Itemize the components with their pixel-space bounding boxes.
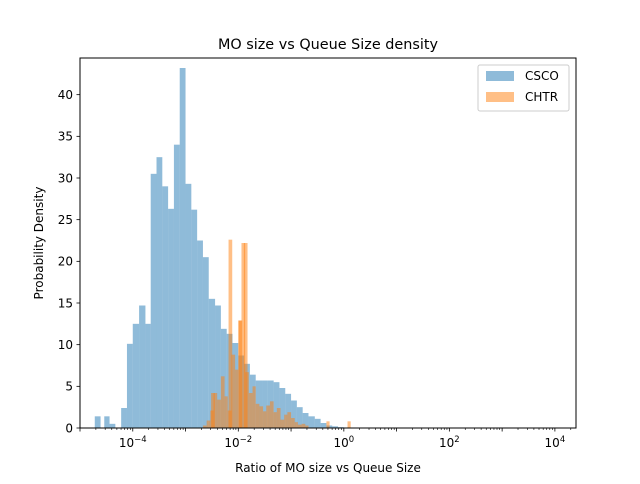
y-axis-label: Probability Density: [32, 187, 46, 300]
bar-chtr-5: [220, 376, 225, 428]
bar-chtr-8: [231, 354, 236, 428]
bar-chtr-6: [224, 396, 228, 428]
y-axis: 0 5 10 15 20 25 30 35 40: [58, 88, 80, 435]
bar-chtr-17: [263, 411, 267, 428]
y-tick-label-7: 35: [58, 130, 73, 144]
x-tick-label-3: 102: [439, 435, 460, 450]
y-tick-label-5: 25: [58, 213, 73, 227]
y-tick-label-4: 20: [58, 255, 73, 269]
bar-csco-15: [191, 209, 198, 428]
bar-chtr-16: [259, 406, 264, 428]
bar-chtr-30: [326, 421, 330, 428]
bar-csco-32: [291, 400, 297, 428]
bar-csco-2: [109, 423, 116, 428]
bar-chtr-spike-1: [243, 243, 248, 428]
bar-csco-35: [308, 416, 315, 428]
bar-chtr-0: [202, 425, 207, 428]
bar-csco-14: [185, 183, 192, 428]
legend-swatch-csco: [486, 71, 514, 81]
bar-csco-17: [202, 257, 209, 428]
bar-csco-33: [296, 407, 303, 428]
legend: CSCO CHTR: [477, 64, 570, 112]
bar-csco-19: [215, 305, 221, 428]
bar-csco-31: [285, 393, 292, 428]
bar-csco-37: [320, 423, 327, 428]
bar-chtr-14: [252, 386, 256, 428]
bar-csco-9: [156, 157, 163, 429]
bar-csco-11: [168, 208, 174, 428]
y-tick-label-2: 10: [58, 338, 73, 352]
bar-csco-36: [314, 418, 321, 428]
x-axis: 10−4 10−2 100 102 104: [79, 428, 572, 450]
bar-chtr-31: [347, 421, 351, 428]
legend-label-csco: CSCO: [525, 69, 559, 83]
x-tick-label-0: 10−4: [119, 435, 147, 450]
x-axis-label: Ratio of MO size vs Queue Size: [235, 461, 421, 475]
bar-csco-12: [173, 144, 180, 429]
bar-chtr-1: [206, 420, 211, 428]
bar-csco-8: [150, 173, 157, 428]
x-tick-label-1: 10−2: [224, 435, 252, 450]
bar-chtr-22: [280, 419, 285, 428]
y-tick-label-1: 5: [65, 380, 73, 394]
bar-chtr-28: [301, 423, 306, 428]
bars-layer: [94, 68, 351, 429]
y-tick-label-6: 30: [58, 171, 73, 185]
y-tick-label-8: 40: [58, 88, 73, 102]
bar-chtr-15: [255, 403, 260, 428]
bar-chtr-spike-0: [228, 239, 233, 428]
x-tick-label-2: 100: [333, 435, 354, 450]
bar-chtr-26: [294, 422, 298, 428]
bar-chtr-spike-2: [238, 320, 243, 428]
bar-chtr-11: [241, 243, 246, 428]
bar-chtr-21: [276, 408, 281, 428]
bar-csco-5: [132, 323, 140, 428]
bar-chtr-3: [213, 393, 218, 428]
bar-csco-30: [279, 388, 286, 428]
bar-chtr-20: [273, 412, 277, 428]
bar-csco-10: [162, 186, 169, 428]
bar-csco-16: [197, 240, 203, 428]
y-tick-label-0: 0: [65, 421, 73, 435]
bar-chtr-4: [217, 399, 221, 428]
bar-chtr-25: [291, 418, 295, 428]
bar-csco-3: [121, 408, 127, 428]
bar-csco-18: [208, 298, 216, 428]
bar-chtr-23: [284, 414, 288, 428]
bar-chtr-19: [269, 401, 274, 428]
legend-swatch-chtr: [486, 92, 514, 102]
bar-chtr-13: [248, 393, 253, 428]
bar-csco-1: [104, 416, 110, 428]
legend-label-chtr: CHTR: [525, 90, 558, 104]
bar-csco-4: [126, 343, 133, 428]
bar-chtr-24: [287, 412, 292, 428]
bar-csco-29: [273, 382, 280, 428]
bar-chtr-27: [297, 424, 302, 428]
x-tick-label-4: 104: [545, 435, 566, 450]
bar-csco-34: [302, 413, 309, 428]
bar-csco-0: [94, 416, 101, 428]
bar-chtr-spike-3: [211, 393, 215, 428]
bar-csco-39: [332, 426, 339, 428]
bar-csco-27: [262, 380, 268, 428]
chart-title: MO size vs Queue Size density: [218, 37, 439, 53]
bar-csco-6: [139, 305, 146, 428]
bar-chtr-18: [266, 405, 270, 428]
bar-chtr-9: [235, 369, 239, 428]
y-tick-label-3: 15: [58, 296, 73, 310]
bar-chtr-29: [305, 425, 309, 428]
bar-csco-7: [145, 323, 151, 428]
bar-csco-13: [179, 68, 186, 428]
